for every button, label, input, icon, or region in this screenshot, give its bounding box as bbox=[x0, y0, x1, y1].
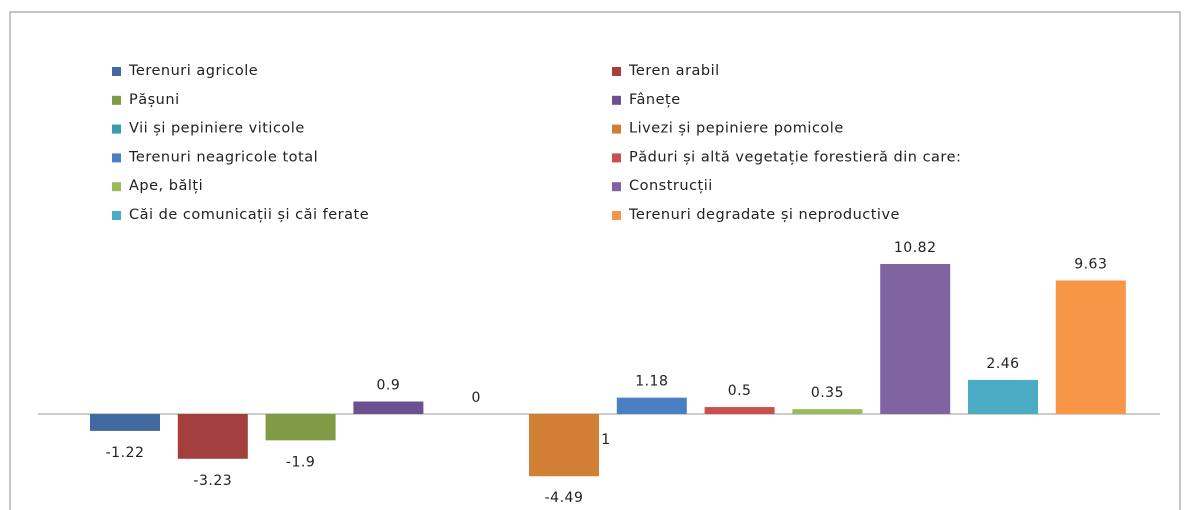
data-label: 1.18 bbox=[635, 374, 668, 390]
legend-label: Căi de comunicații și căi ferate bbox=[129, 207, 369, 223]
bar bbox=[265, 414, 336, 441]
bar bbox=[529, 414, 599, 477]
legend-swatch bbox=[612, 211, 621, 220]
data-label: -3.23 bbox=[193, 473, 232, 489]
data-label: -1.9 bbox=[286, 454, 315, 470]
data-label: 0 bbox=[471, 390, 480, 406]
legend-label: Terenuri agricole bbox=[128, 63, 258, 79]
legend-label: Vii și pepiniere viticole bbox=[129, 121, 305, 137]
bar bbox=[1055, 280, 1126, 414]
legend-label: Pășuni bbox=[129, 92, 180, 108]
data-label: -1.22 bbox=[106, 445, 145, 461]
bar bbox=[90, 414, 160, 431]
legend-label: Păduri și altă vegetație forestieră din … bbox=[629, 149, 961, 165]
legend-label: Terenuri neagricole total bbox=[128, 149, 318, 165]
data-label: -4.49 bbox=[545, 490, 584, 506]
legend-swatch bbox=[612, 124, 621, 134]
data-label: 0.9 bbox=[377, 378, 401, 394]
legend-label: Terenuri degradate și neproductive bbox=[628, 207, 900, 223]
bar bbox=[880, 264, 951, 414]
legend-label: Teren arabil bbox=[628, 63, 720, 79]
legend-swatch bbox=[612, 182, 621, 192]
legend-swatch bbox=[612, 153, 621, 163]
data-label: 0.35 bbox=[811, 385, 844, 401]
legend-swatch bbox=[112, 124, 121, 134]
legend-swatch bbox=[112, 153, 121, 163]
data-label: 0.5 bbox=[728, 383, 752, 399]
legend-swatch bbox=[612, 95, 621, 105]
legend-swatch bbox=[112, 211, 121, 220]
legend-swatch bbox=[612, 67, 621, 76]
legend-swatch bbox=[112, 95, 121, 105]
data-label: 10.82 bbox=[894, 240, 937, 256]
legend-label: Fânețe bbox=[629, 92, 681, 108]
legend-swatch bbox=[112, 182, 121, 192]
bar bbox=[616, 397, 687, 414]
legend-label: Ape, bălți bbox=[129, 178, 203, 194]
data-label: 2.46 bbox=[986, 356, 1019, 372]
legend-swatch bbox=[112, 67, 121, 76]
legend-label: Livezi și pepiniere pomicole bbox=[629, 121, 844, 137]
bar bbox=[177, 414, 248, 459]
annotation: 1 bbox=[601, 432, 610, 448]
legend-label: Construcții bbox=[629, 178, 713, 194]
bar bbox=[353, 401, 424, 414]
bar bbox=[792, 409, 863, 414]
bar bbox=[704, 407, 775, 414]
data-label: 9.63 bbox=[1074, 256, 1107, 272]
bar bbox=[968, 379, 1038, 414]
